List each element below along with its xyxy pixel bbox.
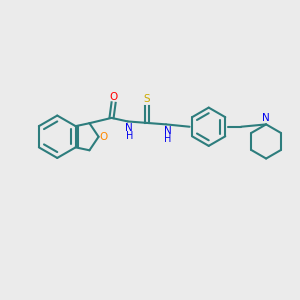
Text: O: O [110,92,118,102]
Text: N: N [125,123,133,133]
Text: H: H [125,130,133,141]
Text: N: N [262,113,270,124]
Text: H: H [164,134,171,143]
Text: S: S [144,94,150,104]
Text: O: O [100,132,108,142]
Text: N: N [164,126,171,136]
